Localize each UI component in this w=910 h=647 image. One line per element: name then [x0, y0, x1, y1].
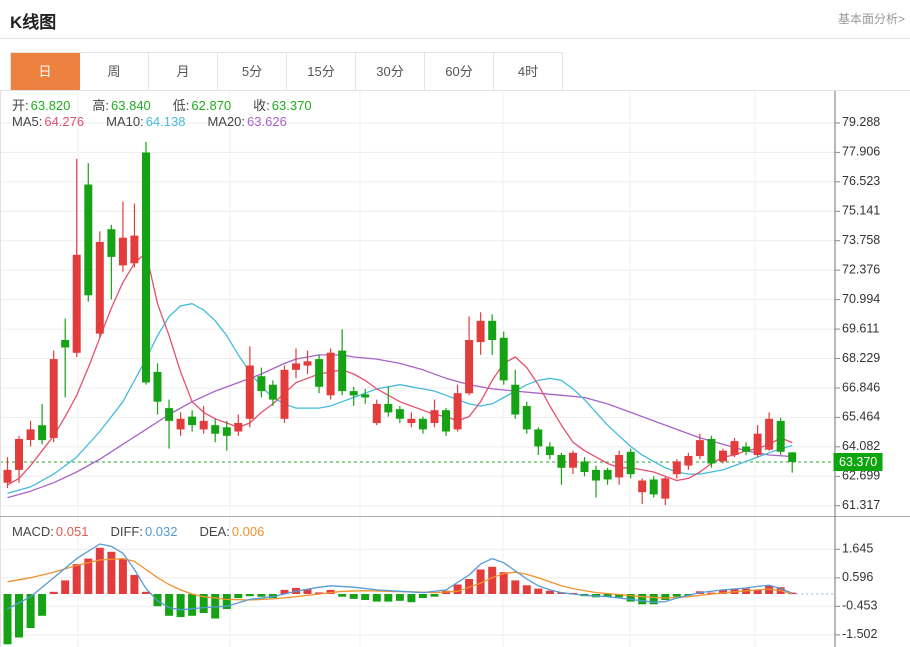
svg-text:76.523: 76.523 [842, 174, 880, 188]
svg-text:-0.453: -0.453 [842, 599, 877, 613]
svg-text:1.645: 1.645 [842, 542, 873, 556]
ma5-line [7, 251, 793, 486]
tab-60min[interactable]: 60分 [425, 53, 494, 90]
svg-text:64.082: 64.082 [842, 439, 880, 453]
current-price-badge: 63.370 [833, 453, 883, 471]
interval-tabs: 日 周 月 5分 15分 30分 60分 4时 [10, 52, 563, 90]
ma20-line [7, 354, 793, 499]
svg-text:-1.502: -1.502 [842, 627, 877, 641]
svg-text:72.376: 72.376 [842, 262, 880, 276]
svg-text:61.317: 61.317 [842, 498, 880, 512]
svg-text:0.596: 0.596 [842, 570, 873, 584]
svg-text:79.288: 79.288 [842, 115, 880, 129]
gridlines [0, 91, 835, 647]
svg-text:63.370: 63.370 [839, 455, 877, 469]
svg-text:62.699: 62.699 [842, 469, 880, 483]
candlestick-series [3, 141, 797, 506]
tab-4hour[interactable]: 4时 [494, 53, 563, 90]
price-axis-labels: 79.288 77.906 76.523 75.141 73.758 72.376 70.9… [835, 115, 880, 512]
tab-30min[interactable]: 30分 [356, 53, 425, 90]
page-title: K线图 [10, 13, 57, 32]
svg-text:69.611: 69.611 [842, 321, 879, 335]
svg-text:70.994: 70.994 [842, 292, 880, 306]
svg-text:73.758: 73.758 [842, 233, 880, 247]
fundamental-analysis-link[interactable]: 基本面分析> [837, 12, 905, 26]
interval-tabbar: 日 周 月 5分 15分 30分 60分 4时 [0, 52, 910, 91]
tab-5min[interactable]: 5分 [218, 53, 287, 90]
page-header: K线图 基本面分析> [0, 0, 910, 39]
kline-chart-canvas[interactable]: 79.288 77.906 76.523 75.141 73.758 72.376 70.9… [0, 90, 910, 647]
macd-histogram [3, 547, 797, 645]
macd-axis-labels: 1.645 0.596 -0.453 -1.502 [835, 542, 877, 641]
tab-day[interactable]: 日 [11, 53, 80, 90]
svg-text:75.141: 75.141 [842, 204, 880, 218]
diff-line [7, 543, 793, 611]
tab-month[interactable]: 月 [149, 53, 218, 90]
svg-text:66.846: 66.846 [842, 380, 880, 394]
chart-area: 79.288 77.906 76.523 75.141 73.758 72.376 70.9… [0, 90, 910, 647]
svg-text:65.464: 65.464 [842, 410, 880, 424]
tab-15min[interactable]: 15分 [287, 53, 356, 90]
chart-axis [0, 91, 910, 647]
tab-week[interactable]: 周 [80, 53, 149, 90]
svg-text:77.906: 77.906 [842, 145, 880, 159]
svg-text:68.229: 68.229 [842, 351, 880, 365]
